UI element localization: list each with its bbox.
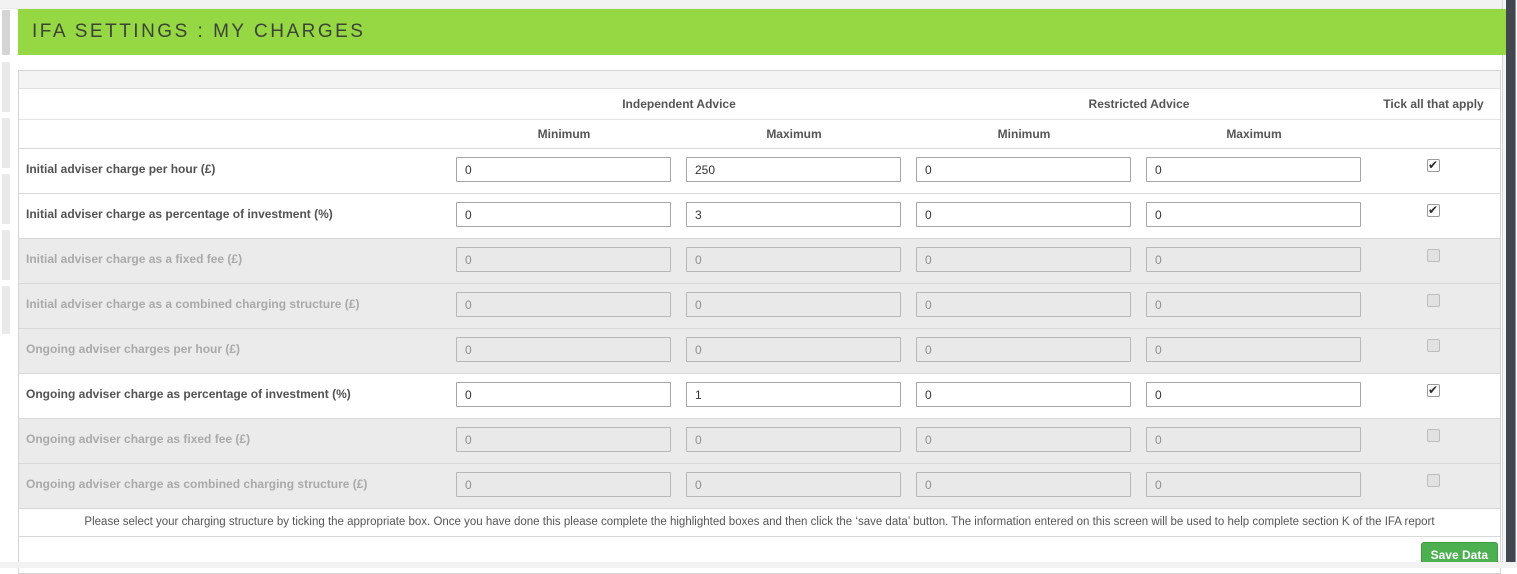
restricted-maximum-input[interactable]	[1146, 157, 1361, 182]
apply-checkbox[interactable]	[1427, 339, 1440, 352]
independent-minimum-input[interactable]	[456, 247, 671, 272]
independent-minimum-input[interactable]	[456, 427, 671, 452]
restricted-maximum-input[interactable]	[1146, 202, 1361, 227]
left-gutter-segment	[2, 118, 10, 168]
left-gutter-segment	[2, 10, 10, 55]
restricted-maximum-input[interactable]	[1146, 382, 1361, 407]
instruction-note: Please select your charging structure by…	[19, 508, 1500, 536]
independent-maximum-input[interactable]	[686, 472, 901, 497]
independent-maximum-input[interactable]	[686, 292, 901, 317]
bottom-edge-strip	[0, 562, 1517, 568]
independent-minimum-input[interactable]	[456, 292, 671, 317]
charges-table: Independent Advice Restricted Advice Tic…	[18, 70, 1501, 574]
restricted-minimum-input[interactable]	[916, 247, 1131, 272]
independent-minimum-input[interactable]	[456, 472, 671, 497]
column-group-independent-advice: Independent Advice	[622, 97, 736, 111]
left-gutter-segment	[2, 230, 10, 280]
row-label: Initial adviser charge as percentage of …	[26, 207, 333, 221]
restricted-maximum-input[interactable]	[1146, 247, 1361, 272]
page-title: IFA SETTINGS : MY CHARGES	[32, 21, 366, 42]
apply-checkbox[interactable]	[1427, 203, 1440, 217]
independent-maximum-input[interactable]	[686, 427, 901, 452]
column-group-tick-all-that-apply: Tick all that apply	[1383, 97, 1484, 111]
independent-maximum-input[interactable]	[686, 247, 901, 272]
top-edge-strip	[0, 0, 1517, 9]
restricted-maximum-input[interactable]	[1146, 292, 1361, 317]
row-label: Initial adviser charge per hour (£)	[26, 162, 216, 176]
apply-checkbox[interactable]	[1427, 158, 1440, 172]
scrollbar-thumb[interactable]	[1506, 0, 1516, 568]
left-gutter-segment	[2, 62, 10, 112]
subheader-independent-maximum: Maximum	[766, 127, 822, 141]
row-label: Initial adviser charge as a combined cha…	[26, 297, 360, 311]
main-content: IFA SETTINGS : MY CHARGES Independent Ad…	[18, 9, 1506, 574]
independent-maximum-input[interactable]	[686, 337, 901, 362]
independent-minimum-input[interactable]	[456, 202, 671, 227]
scrollbar-track[interactable]	[1502, 0, 1517, 568]
apply-checkbox[interactable]	[1427, 294, 1440, 307]
table-subheader-row: Minimum Maximum Minimum Maximum	[19, 120, 1500, 148]
row-label: Ongoing adviser charges per hour (£)	[26, 342, 241, 356]
charge-row-initial-per-hour: Initial adviser charge per hour (£)	[19, 148, 1500, 193]
charge-row-ongoing-combined: Ongoing adviser charge as combined charg…	[19, 463, 1500, 508]
independent-maximum-input[interactable]	[686, 382, 901, 407]
subheader-restricted-minimum: Minimum	[997, 127, 1051, 141]
apply-checkbox[interactable]	[1427, 429, 1440, 442]
restricted-maximum-input[interactable]	[1146, 337, 1361, 362]
table-top-strip	[19, 71, 1500, 89]
row-label: Ongoing adviser charge as percentage of …	[26, 387, 351, 401]
apply-checkbox[interactable]	[1427, 249, 1440, 262]
left-gutter-segment	[2, 174, 10, 224]
column-group-restricted-advice: Restricted Advice	[1088, 97, 1190, 111]
charge-row-initial-percentage: Initial adviser charge as percentage of …	[19, 193, 1500, 238]
restricted-minimum-input[interactable]	[916, 472, 1131, 497]
restricted-minimum-input[interactable]	[916, 382, 1131, 407]
restricted-maximum-input[interactable]	[1146, 472, 1361, 497]
row-label: Ongoing adviser charge as fixed fee (£)	[26, 432, 251, 446]
charge-row-ongoing-per-hour: Ongoing adviser charges per hour (£)	[19, 328, 1500, 373]
table-group-header-row: Independent Advice Restricted Advice Tic…	[19, 89, 1500, 120]
charge-row-initial-combined: Initial adviser charge as a combined cha…	[19, 283, 1500, 328]
charge-row-ongoing-fixed-fee: Ongoing adviser charge as fixed fee (£)	[19, 418, 1500, 463]
independent-maximum-input[interactable]	[686, 157, 901, 182]
restricted-minimum-input[interactable]	[916, 157, 1131, 182]
row-label: Initial adviser charge as a fixed fee (£…	[26, 252, 243, 266]
apply-checkbox[interactable]	[1427, 474, 1440, 487]
restricted-maximum-input[interactable]	[1146, 427, 1361, 452]
charge-row-initial-fixed-fee: Initial adviser charge as a fixed fee (£…	[19, 238, 1500, 283]
restricted-minimum-input[interactable]	[916, 427, 1131, 452]
apply-checkbox[interactable]	[1427, 383, 1440, 397]
restricted-minimum-input[interactable]	[916, 337, 1131, 362]
restricted-minimum-input[interactable]	[916, 202, 1131, 227]
independent-minimum-input[interactable]	[456, 337, 671, 362]
row-label: Ongoing adviser charge as combined charg…	[26, 477, 368, 491]
left-gutter-segment	[2, 286, 10, 334]
subheader-restricted-maximum: Maximum	[1226, 127, 1282, 141]
restricted-minimum-input[interactable]	[916, 292, 1131, 317]
charge-row-ongoing-percentage: Ongoing adviser charge as percentage of …	[19, 373, 1500, 418]
subheader-independent-minimum: Minimum	[537, 127, 591, 141]
independent-minimum-input[interactable]	[456, 382, 671, 407]
independent-minimum-input[interactable]	[456, 157, 671, 182]
page-header: IFA SETTINGS : MY CHARGES	[18, 9, 1506, 55]
independent-maximum-input[interactable]	[686, 202, 901, 227]
